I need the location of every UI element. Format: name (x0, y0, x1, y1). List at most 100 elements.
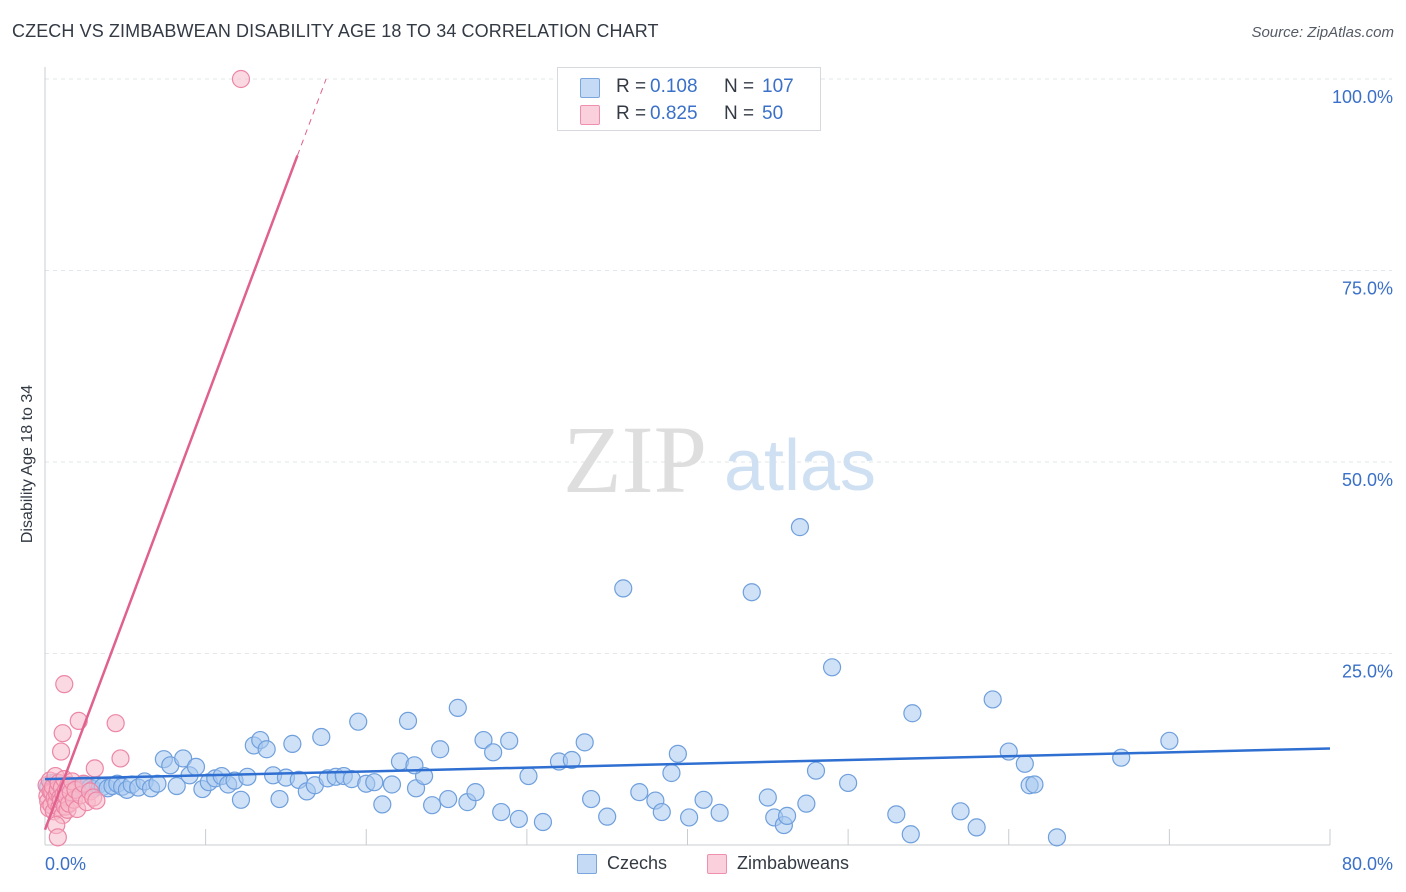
czech-point (758, 788, 777, 807)
czech-point (431, 740, 450, 759)
series-swatch-czechs (577, 854, 597, 874)
legend-n-label: N = (724, 76, 755, 97)
czech-point (519, 766, 538, 786)
czech-point (174, 749, 193, 768)
czech-point (492, 802, 511, 822)
czech-point (257, 740, 276, 759)
czech-point (484, 743, 503, 762)
czech-point (598, 807, 617, 826)
watermark-zip: ZIP (563, 406, 707, 513)
zimbabwean-point (48, 828, 67, 847)
czech-point (1047, 828, 1067, 847)
zimbabwean-point (87, 791, 106, 810)
series-swatch-zimbabweans (707, 854, 727, 874)
czech-point (680, 808, 699, 827)
czech-point (283, 734, 302, 753)
zimbabwean-point (55, 675, 74, 694)
czech-point (668, 744, 687, 763)
gridlines (45, 78, 1392, 654)
czech-point (398, 711, 418, 731)
legend-n-value: 50 (762, 103, 784, 124)
x-tick-label: 0.0% (45, 854, 86, 874)
y-tick-label: 100.0% (1332, 87, 1393, 107)
source-label: Source: ZipAtlas.com (1251, 24, 1394, 41)
series-name-czechs: Czechs (607, 853, 668, 873)
legend-r-label: R = (616, 76, 647, 97)
czech-point (167, 776, 186, 796)
czech-point (312, 727, 331, 747)
czech-point (365, 773, 384, 792)
czech-point (630, 783, 649, 802)
x-tick-label: 80.0% (1342, 854, 1393, 874)
legend-n-value: 107 (762, 76, 794, 97)
czech-point (231, 790, 251, 809)
zimbabwean-point (85, 759, 104, 778)
czech-point (901, 825, 920, 844)
czech-point (652, 802, 671, 822)
axes (44, 67, 1331, 846)
czech-trend-line (44, 747, 1331, 781)
watermark-atlas: atlas (724, 426, 876, 506)
czech-point (797, 794, 816, 813)
czech-point (614, 579, 633, 598)
czech-points (39, 518, 1179, 847)
czech-point (533, 812, 553, 832)
czech-point (1025, 775, 1044, 794)
y-tick-label: 25.0% (1342, 662, 1393, 682)
czech-point (662, 763, 681, 783)
czech-point (694, 790, 713, 809)
czech-point (806, 761, 826, 780)
czech-point (238, 767, 257, 786)
czech-point (270, 789, 289, 809)
zimbabwean-trend-extension (296, 78, 327, 156)
zimbabwean-point (53, 724, 72, 743)
legend-swatch-czechs (580, 78, 600, 98)
czech-point (983, 690, 1002, 709)
czech-point (423, 796, 442, 815)
watermark: ZIP atlas (563, 406, 876, 513)
czech-point (500, 731, 519, 750)
zimbabwean-point (106, 714, 125, 733)
zimbabwean-point (231, 69, 251, 89)
tick-labels: 25.0% 50.0% 75.0% 100.0% 0.0% 80.0% (45, 87, 1393, 874)
czech-point (509, 809, 528, 829)
czech-point (474, 730, 493, 750)
legend-r-value: 0.825 (650, 103, 698, 124)
y-tick-label: 75.0% (1342, 279, 1393, 299)
czech-point (710, 803, 729, 822)
czech-point (582, 789, 601, 809)
czech-point (839, 773, 858, 793)
legend-swatch-zimbabweans (580, 105, 600, 125)
series-name-zimbabweans: Zimbabweans (737, 853, 850, 873)
czech-point (373, 795, 392, 814)
czech-point (439, 789, 458, 809)
trend-lines (43, 78, 1331, 831)
czech-point (903, 704, 922, 723)
czech-point (186, 757, 206, 776)
y-tick-label: 50.0% (1342, 470, 1393, 490)
zimbabwean-point (111, 749, 130, 768)
legend-r-label: R = (616, 103, 647, 124)
czech-point (951, 802, 970, 821)
czech-point (822, 658, 842, 677)
correlation-legend: R = 0.108 N = 107 R = 0.825 N = 50 (557, 67, 821, 131)
czech-point (349, 712, 368, 731)
czech-point (466, 783, 485, 802)
czech-point (1015, 754, 1034, 773)
czech-point (790, 518, 810, 537)
czech-point (382, 775, 402, 794)
czech-point (887, 805, 906, 824)
legend-n-label: N = (724, 103, 755, 124)
czech-point (448, 698, 467, 717)
zimbabwean-points (37, 69, 251, 847)
chart-title: CZECH VS ZIMBABWEAN DISABILITY AGE 18 TO… (12, 21, 659, 41)
czech-point (562, 750, 581, 770)
zimbabwean-trend-line (43, 155, 299, 831)
czech-point (777, 806, 797, 825)
czech-point (967, 818, 986, 837)
czech-point (1112, 748, 1131, 767)
zimbabwean-point (51, 742, 71, 761)
czech-point (742, 583, 761, 602)
legend-r-value: 0.108 (650, 76, 698, 97)
